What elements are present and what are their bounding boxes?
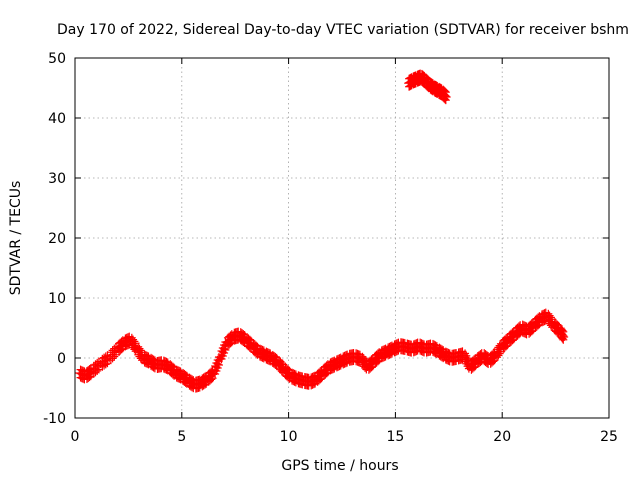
data-point (221, 346, 230, 354)
y-tick-label: 50 (48, 51, 66, 67)
data-point (470, 363, 479, 372)
y-tick-label: -10 (43, 411, 66, 427)
data-point (85, 373, 94, 382)
x-axis-label: GPS time / hours (281, 458, 398, 474)
data-point (106, 356, 115, 365)
data-point (108, 354, 117, 363)
data-point (560, 333, 569, 341)
data-point (207, 375, 216, 384)
x-tick-label: 20 (493, 429, 511, 445)
data-point (527, 327, 536, 336)
data-point (101, 360, 110, 369)
data-point (208, 374, 217, 383)
data-point (489, 357, 498, 366)
data-point (93, 366, 102, 375)
ticks-layer: 0 5 10 15 20 25 -10 0 10 20 30 40 50 (43, 51, 618, 445)
data-point (214, 361, 223, 369)
x-tick-label: 15 (386, 429, 404, 445)
data-points-layer (75, 69, 569, 393)
x-tick-label: 5 (177, 429, 186, 445)
data-point (442, 93, 451, 101)
x-tick-label: 25 (600, 429, 618, 445)
data-point (316, 375, 325, 384)
data-point (502, 342, 511, 351)
y-tick-label: 0 (57, 351, 66, 367)
x-tick-label: 10 (280, 429, 298, 445)
y-tick-label: 20 (48, 231, 66, 247)
data-point (367, 363, 376, 372)
data-point (110, 352, 119, 361)
y-tick-label: 30 (48, 171, 66, 187)
chart-title: Day 170 of 2022, Sidereal Day-to-day VTE… (57, 22, 629, 38)
y-tick-label: 10 (48, 291, 66, 307)
grid-layer (75, 58, 609, 418)
x-tick-label: 0 (71, 429, 80, 445)
data-point (495, 349, 504, 358)
y-axis-label: SDTVAR / TECUs (8, 181, 24, 296)
y-tick-label: 40 (48, 111, 66, 127)
data-point (508, 336, 517, 345)
